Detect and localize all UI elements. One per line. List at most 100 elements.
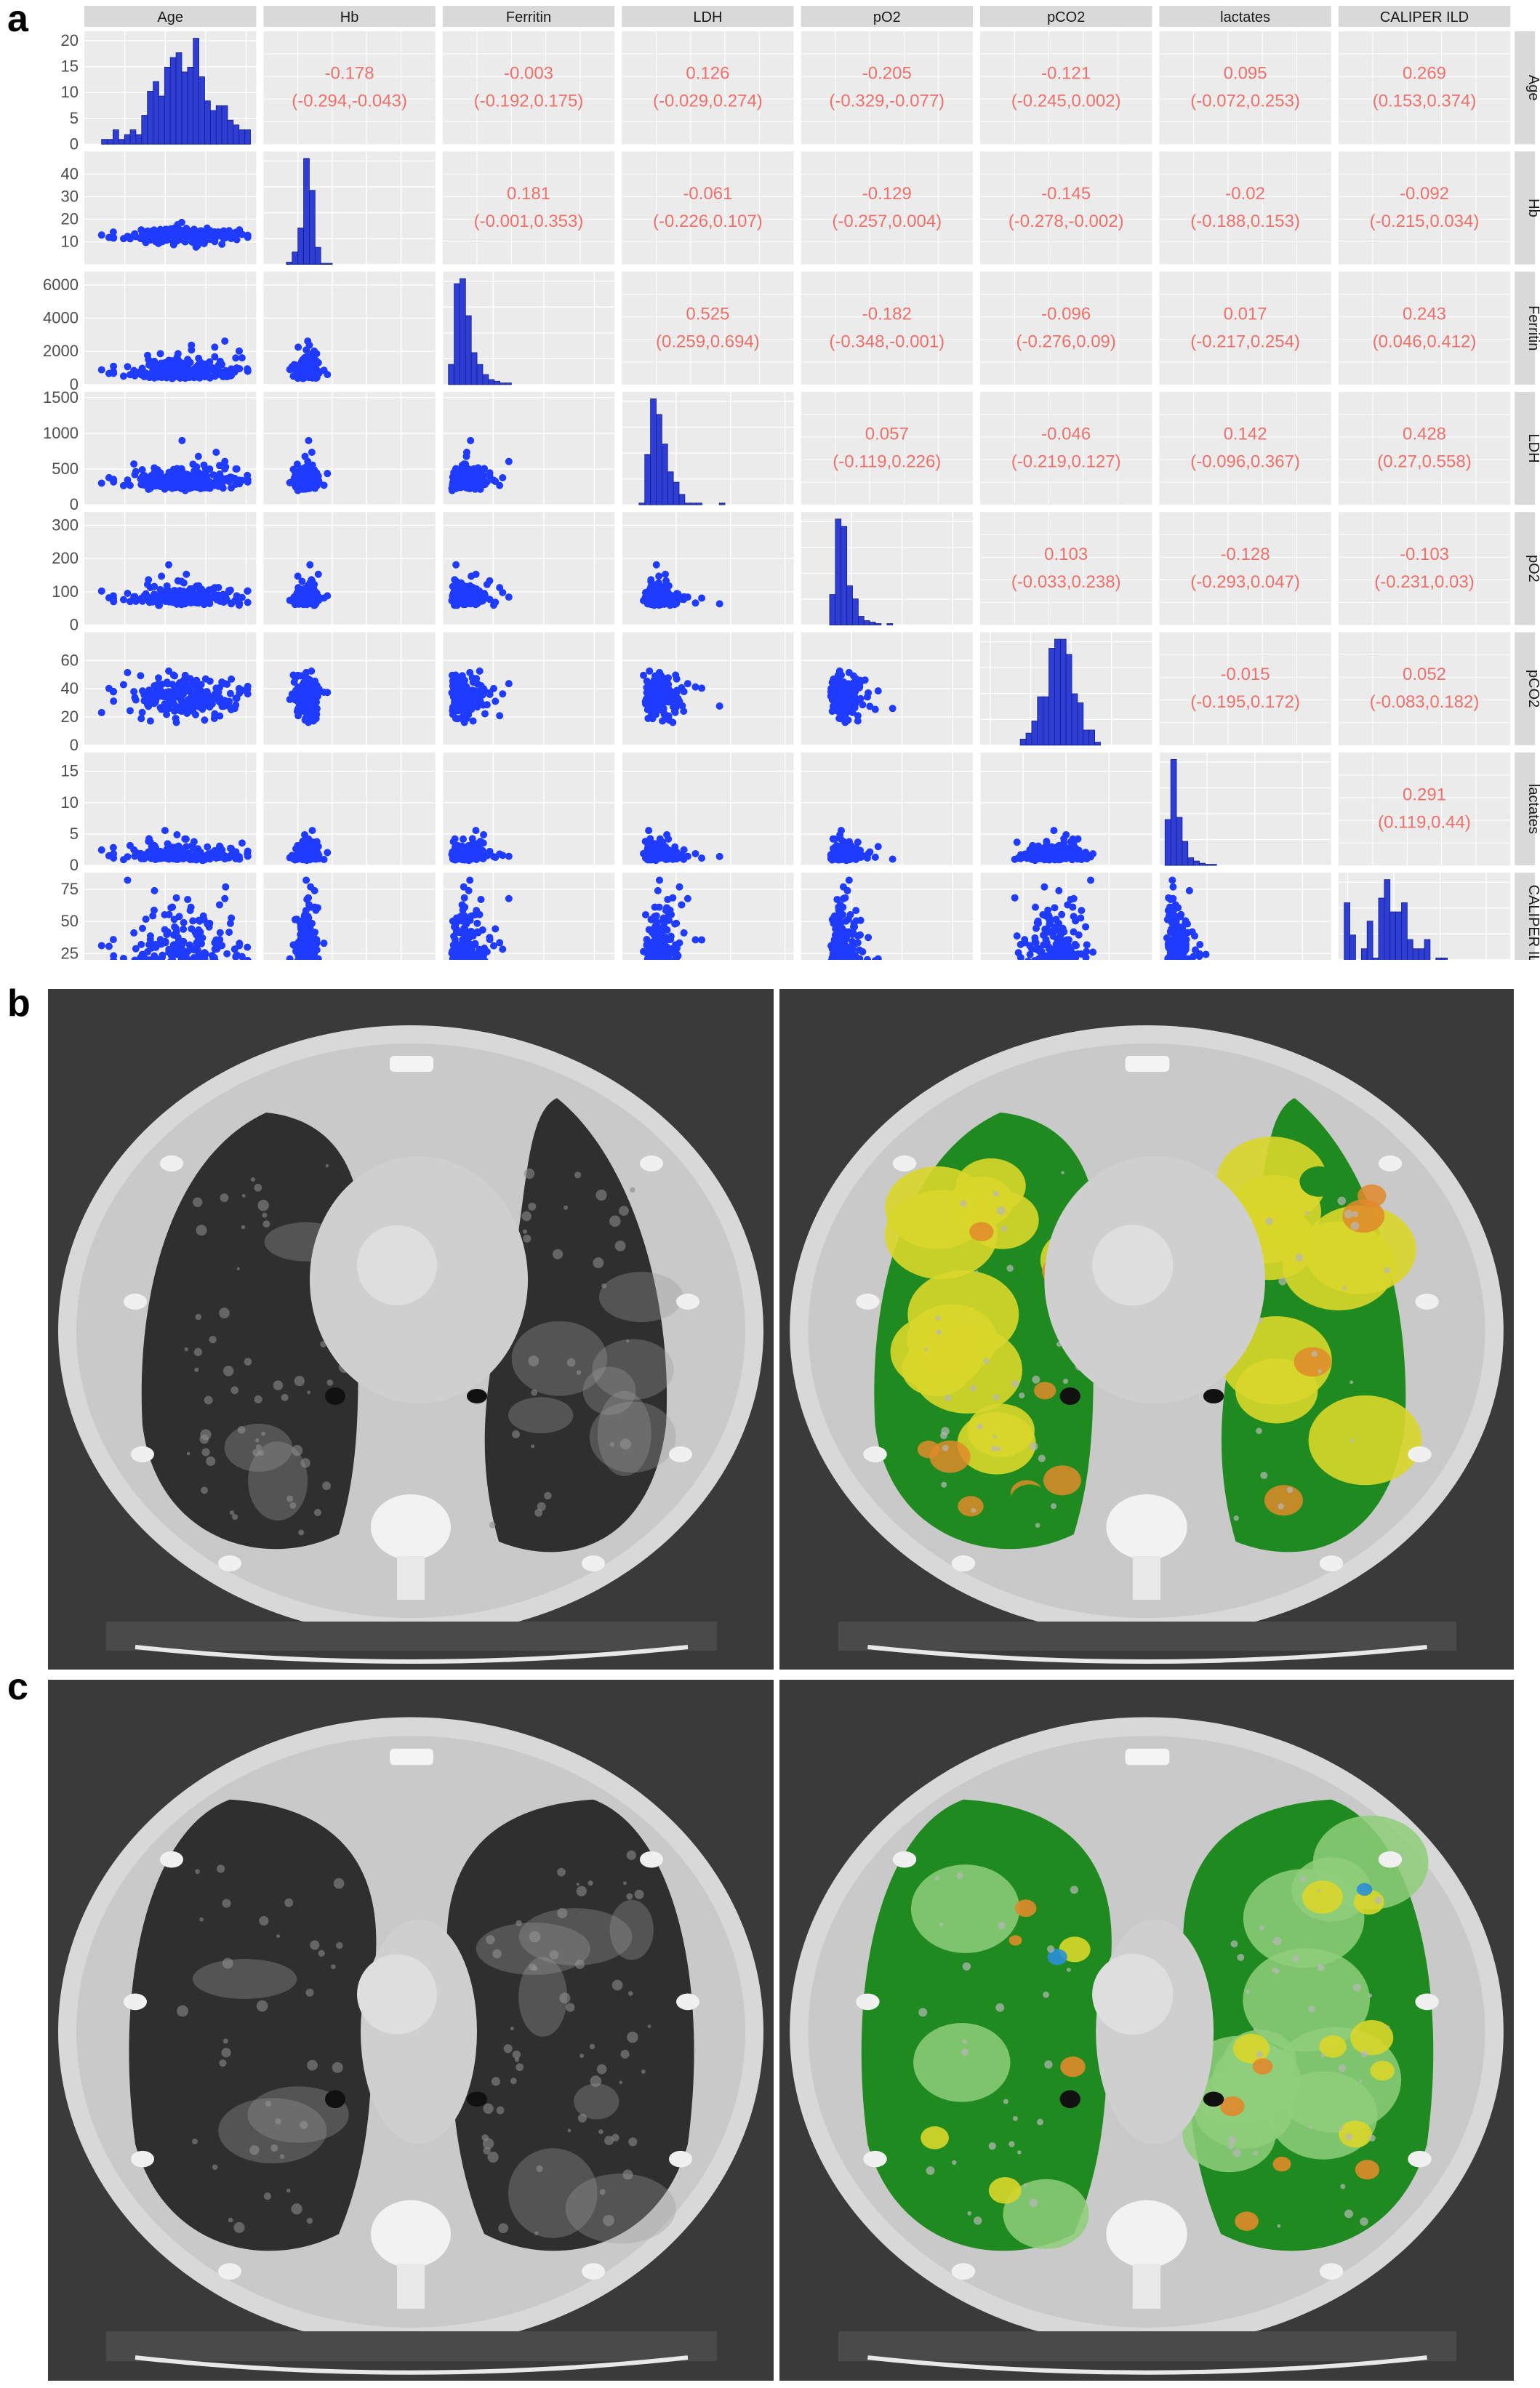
- histogram-bar: [1025, 732, 1032, 746]
- scatter-point: [190, 374, 198, 382]
- scatter-point: [499, 690, 507, 698]
- scatter-point: [669, 718, 677, 726]
- panel-background: [84, 512, 257, 625]
- scatter-point: [644, 714, 652, 722]
- scatter-point: [161, 854, 169, 862]
- strip-label-right: Hb: [1525, 199, 1540, 217]
- scatter-point: [462, 449, 470, 457]
- histogram-bar: [215, 105, 222, 145]
- histogram-bar: [505, 382, 512, 385]
- histogram-bar: [320, 263, 327, 265]
- scatter-point: [465, 703, 473, 711]
- scatter-point: [158, 572, 166, 580]
- cell-5-5: [980, 632, 1152, 746]
- scatter-point: [486, 690, 494, 698]
- scatter-point: [460, 600, 468, 608]
- scatter-point: [665, 674, 673, 682]
- scatter-point: [465, 596, 473, 604]
- scatter-point: [196, 363, 204, 371]
- correlation-value: -0.121: [1041, 64, 1091, 84]
- scatter-point: [680, 593, 688, 601]
- histogram-bar: [500, 382, 506, 385]
- cell-6-5: [979, 752, 1152, 866]
- scatter-point: [849, 694, 857, 702]
- scatter-point: [109, 228, 117, 236]
- scatter-point: [698, 684, 706, 692]
- scatter-point: [449, 838, 457, 846]
- scatter-point: [496, 850, 504, 858]
- histogram-bar: [147, 91, 153, 145]
- scatter-point: [305, 470, 313, 478]
- scatter-point: [235, 684, 243, 692]
- scatter-point: [119, 481, 127, 489]
- scatter-point: [226, 689, 234, 697]
- strip-right-5: [1515, 632, 1536, 745]
- scatter-point: [665, 684, 673, 692]
- panel-background: [801, 31, 973, 145]
- histogram-bar: [314, 247, 321, 265]
- panel-background: [442, 512, 615, 625]
- correlation-ci: (-0.231,0.03): [1374, 572, 1474, 592]
- scatter-point: [218, 479, 226, 487]
- histogram-bar: [1019, 739, 1027, 746]
- histogram-bar: [1043, 696, 1049, 746]
- scatter-point: [468, 686, 476, 694]
- strip-label-right: pO2: [1525, 555, 1540, 582]
- cell-0-7: 0.269(0.153,0.374): [1338, 31, 1511, 145]
- panel-background: [1338, 31, 1511, 145]
- scatter-point: [244, 685, 252, 693]
- y-tick-label: 10: [61, 793, 79, 812]
- scatter-point: [665, 835, 673, 843]
- correlation-value: -0.015: [1221, 665, 1270, 684]
- y-tick-label: 10: [61, 83, 79, 101]
- scatter-point: [180, 579, 188, 587]
- scatter-point: [483, 580, 491, 588]
- scatter-point: [204, 231, 212, 239]
- correlation-ci: (-0.276,0.09): [1016, 332, 1115, 351]
- scatter-point: [465, 478, 473, 486]
- cell-3-7: 0.428(0.27,0.558): [1338, 391, 1511, 505]
- y-tick-label: 0: [70, 375, 79, 393]
- histogram-bar: [460, 278, 466, 385]
- scatter-point: [155, 239, 163, 247]
- histogram-bar: [244, 129, 251, 145]
- scatter-point: [185, 368, 193, 376]
- scatter-point: [854, 838, 862, 846]
- scatter-point: [302, 835, 310, 843]
- histogram-bar: [118, 139, 125, 145]
- scatter-point: [230, 474, 238, 482]
- histogram-bar: [656, 414, 662, 505]
- scatter-point: [175, 703, 183, 711]
- histogram-bar: [107, 139, 113, 145]
- scatter-point: [863, 693, 871, 701]
- scatter-point: [305, 693, 313, 701]
- scatter-point: [205, 586, 213, 594]
- cell-2-0: [84, 271, 257, 385]
- scatter-point: [324, 470, 332, 478]
- scatter-point: [204, 466, 212, 474]
- scatter-point: [460, 718, 468, 726]
- y-tick-label: 500: [52, 460, 79, 478]
- scatter-point: [304, 337, 312, 345]
- scatter-point: [680, 688, 688, 696]
- scatter-point: [119, 681, 127, 689]
- cell-2-2: [442, 271, 615, 385]
- scatter-point: [161, 364, 169, 372]
- scatter-point: [294, 584, 302, 592]
- scatter-point: [468, 572, 476, 580]
- histogram-bar: [221, 105, 228, 145]
- scatter-point: [152, 228, 160, 236]
- histogram-bar: [204, 100, 211, 145]
- scatter-point: [109, 688, 117, 696]
- correlation-ci: (-0.217,0.254): [1190, 332, 1300, 351]
- histogram-bar: [638, 502, 646, 505]
- histogram-bar: [829, 594, 836, 625]
- scatter-point: [306, 579, 314, 587]
- scatter-point: [836, 672, 844, 680]
- scatter-point: [218, 702, 226, 710]
- scatter-point: [165, 561, 173, 569]
- scatter-point: [292, 674, 300, 682]
- scatter-point: [109, 844, 117, 852]
- scatter-point: [221, 680, 229, 688]
- cell-0-2: -0.003(-0.192,0.175): [442, 31, 615, 145]
